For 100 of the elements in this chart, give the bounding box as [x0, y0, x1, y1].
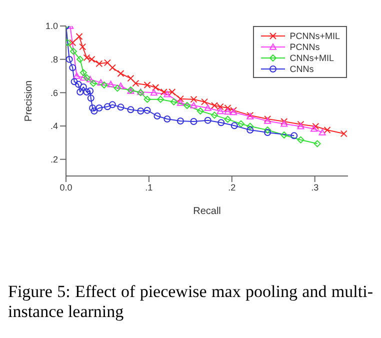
point — [69, 39, 76, 46]
point — [97, 79, 104, 86]
point — [108, 101, 116, 108]
point — [76, 56, 84, 63]
x-tick-label: 0.0 — [60, 182, 72, 192]
point — [216, 108, 224, 114]
point — [104, 59, 111, 66]
legend-label: CNNs+MIL — [290, 52, 334, 62]
point — [90, 80, 97, 87]
legend-label: PCNNs+MIL — [290, 30, 340, 40]
point — [80, 84, 87, 90]
point — [290, 132, 298, 140]
point — [117, 70, 124, 77]
point — [132, 80, 140, 87]
legend-label: PCNNs — [290, 42, 320, 52]
point — [144, 106, 151, 114]
point — [87, 94, 94, 102]
point — [79, 43, 86, 50]
point — [69, 64, 76, 72]
point — [114, 84, 121, 92]
y-tick-label: .4 — [50, 121, 58, 132]
point — [96, 104, 103, 112]
point — [70, 78, 78, 86]
point — [152, 84, 160, 91]
point — [86, 88, 94, 94]
point — [74, 80, 82, 88]
point — [164, 90, 171, 98]
point — [80, 69, 87, 76]
point — [96, 60, 103, 68]
point — [176, 118, 184, 124]
point — [117, 104, 124, 111]
point — [218, 119, 225, 126]
point — [73, 72, 80, 79]
caption: Figure 5: Effect of piecewise max pooling and multi-instance learning — [8, 282, 373, 322]
point — [224, 116, 232, 123]
point — [196, 108, 204, 114]
point — [66, 56, 73, 63]
point — [76, 33, 83, 40]
point — [127, 106, 134, 114]
y-tick-label: .8 — [50, 54, 58, 65]
point — [83, 74, 90, 82]
point — [176, 95, 184, 102]
point — [264, 129, 272, 136]
point — [164, 116, 171, 122]
point — [117, 82, 124, 89]
point — [340, 130, 348, 138]
x-tick-label: .2 — [228, 182, 236, 192]
x-tick-label: .3 — [311, 182, 319, 192]
point — [190, 102, 198, 108]
point — [150, 89, 158, 96]
point — [168, 88, 176, 96]
point — [190, 96, 198, 103]
point — [86, 76, 94, 82]
point — [170, 98, 178, 106]
point — [324, 126, 331, 134]
point — [137, 108, 144, 114]
point — [238, 120, 245, 128]
point — [201, 98, 208, 106]
point — [280, 132, 288, 138]
point — [107, 80, 114, 88]
point — [80, 74, 87, 81]
point — [89, 104, 96, 112]
point — [230, 122, 238, 130]
point — [246, 126, 254, 134]
point — [108, 64, 116, 72]
point — [104, 103, 111, 110]
y-tick-label: .6 — [50, 88, 58, 98]
point — [160, 88, 168, 96]
point — [90, 108, 98, 114]
point — [83, 54, 90, 62]
y-axis-title: Precision — [24, 80, 35, 122]
point — [176, 100, 184, 106]
point — [297, 136, 304, 144]
y-tick-label: .2 — [50, 154, 58, 165]
x-axis-title: Recall — [193, 206, 221, 217]
point — [83, 88, 90, 96]
point — [70, 48, 77, 55]
y-tick-label: 1.0 — [45, 21, 58, 32]
point — [190, 118, 198, 125]
legend-label: CNNs — [290, 64, 314, 74]
point — [216, 103, 224, 110]
point — [144, 82, 151, 88]
point — [210, 112, 218, 119]
point — [76, 88, 84, 96]
x-tick-label: .1 — [145, 182, 153, 192]
point — [310, 125, 318, 132]
point — [224, 104, 232, 112]
point — [318, 129, 326, 136]
point — [224, 108, 232, 115]
point — [157, 96, 164, 103]
point — [184, 102, 191, 109]
point — [204, 116, 212, 124]
point — [204, 104, 212, 111]
point — [127, 74, 134, 82]
point — [154, 112, 161, 120]
point — [314, 140, 321, 148]
point — [100, 82, 108, 88]
point — [144, 96, 151, 103]
point — [246, 122, 254, 130]
point — [88, 56, 96, 63]
